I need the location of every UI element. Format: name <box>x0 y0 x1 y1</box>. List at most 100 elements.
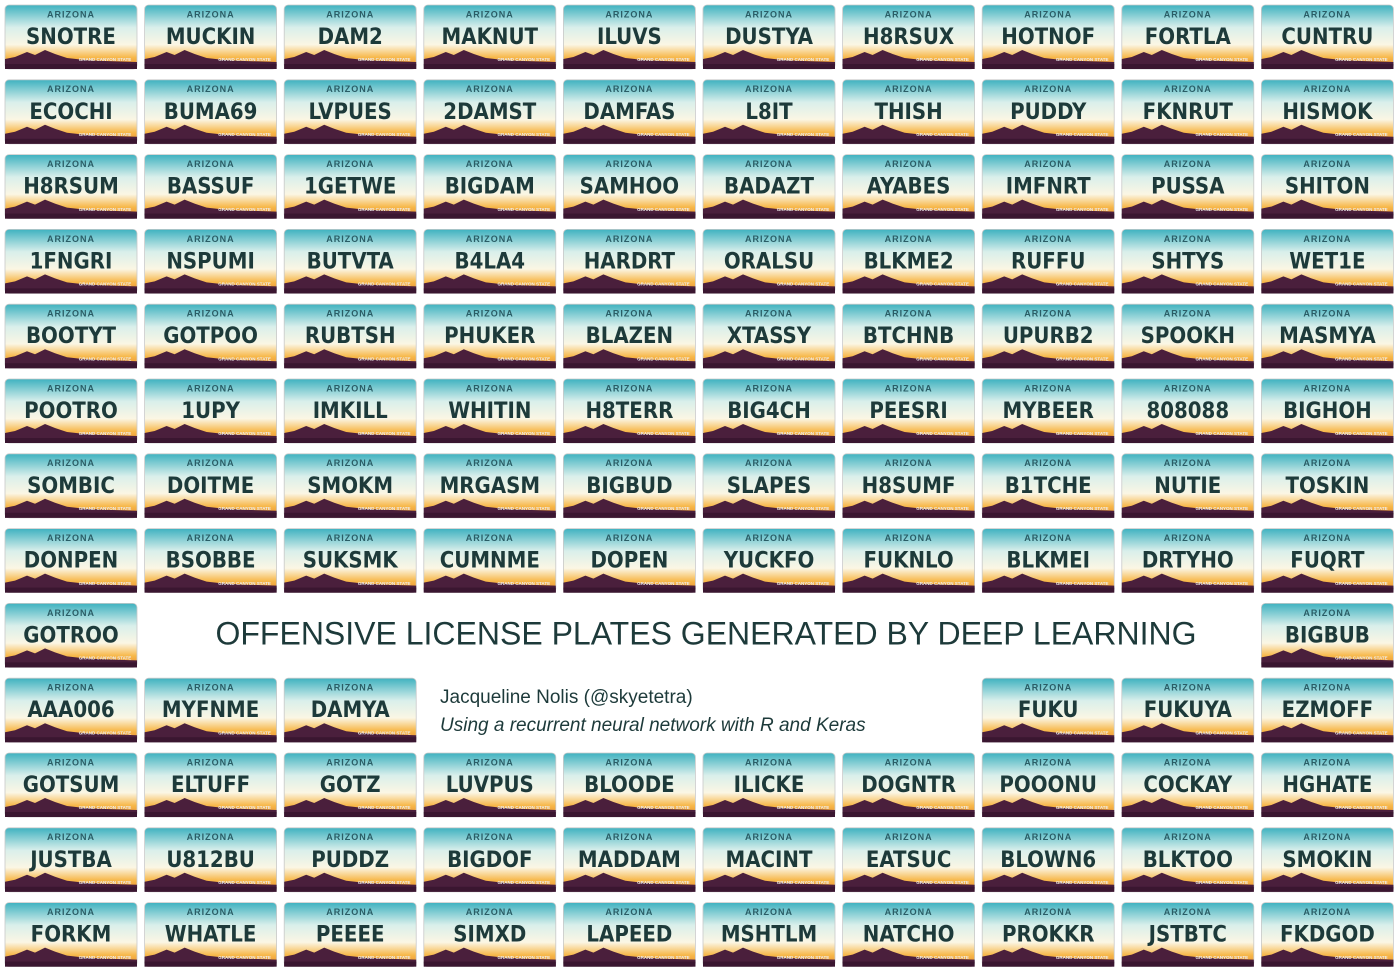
plate-motto: GRAND CANYON STATE <box>1196 581 1249 586</box>
license-plate: ARIZONA XTASSY GRAND CANYON STATE <box>702 303 836 369</box>
plate-state: ARIZONA <box>605 383 653 393</box>
license-plate: ARIZONA SLAPES GRAND CANYON STATE <box>702 453 836 519</box>
license-plate: ARIZONA GOTPOO GRAND CANYON STATE <box>144 303 278 369</box>
plate-motto: GRAND CANYON STATE <box>498 805 551 810</box>
plate-motto: GRAND CANYON STATE <box>79 656 132 661</box>
plate-motto: GRAND CANYON STATE <box>777 880 830 885</box>
plate-motto: GRAND CANYON STATE <box>1196 880 1249 885</box>
plate-motto: GRAND CANYON STATE <box>1335 431 1388 436</box>
plate-state: ARIZONA <box>1303 757 1351 767</box>
license-plate: ARIZONA CUMNME GRAND CANYON STATE <box>423 528 557 594</box>
plate-motto: GRAND CANYON STATE <box>1335 506 1388 511</box>
plate-number: SOMBIC <box>27 474 115 499</box>
plate-number: NUTIE <box>1154 474 1221 499</box>
license-plate: ARIZONA PROKKR GRAND CANYON STATE <box>981 902 1115 968</box>
subtitle: Using a recurrent neural network with R … <box>440 715 866 736</box>
license-plate: ARIZONA B1TCHE GRAND CANYON STATE <box>981 453 1115 519</box>
plate-number: H8SUMF <box>862 474 956 499</box>
plate-number: BIGBUD <box>586 474 672 499</box>
plate-number: BUMA69 <box>164 100 258 125</box>
plate-motto: GRAND CANYON STATE <box>498 132 551 137</box>
plate-motto: GRAND CANYON STATE <box>777 431 830 436</box>
license-plate: ARIZONA SHITON GRAND CANYON STATE <box>1260 154 1394 220</box>
plate-state: ARIZONA <box>326 757 374 767</box>
plate-motto: GRAND CANYON STATE <box>1335 805 1388 810</box>
plate-number: GOTROO <box>23 623 118 648</box>
plate-number: CUNTRU <box>1281 25 1373 50</box>
license-plate: ARIZONA HISMOK GRAND CANYON STATE <box>1260 79 1394 145</box>
plate-state: ARIZONA <box>885 159 933 169</box>
plate-state: ARIZONA <box>745 832 793 842</box>
plate-state: ARIZONA <box>1303 683 1351 693</box>
plate-state: ARIZONA <box>885 533 933 543</box>
license-plate: ARIZONA DAM2 GRAND CANYON STATE <box>283 4 417 70</box>
plate-motto: GRAND CANYON STATE <box>916 506 969 511</box>
plate-state: ARIZONA <box>326 683 374 693</box>
plate-motto: GRAND CANYON STATE <box>1335 132 1388 137</box>
plate-motto: GRAND CANYON STATE <box>1056 730 1109 735</box>
plate-number: MYBEER <box>1002 399 1093 424</box>
plate-number: MAKNUT <box>442 25 539 50</box>
license-plate: ARIZONA DAMFAS GRAND CANYON STATE <box>562 79 696 145</box>
plate-state: ARIZONA <box>1303 84 1351 94</box>
plate-state: ARIZONA <box>1303 9 1351 19</box>
plate-motto: GRAND CANYON STATE <box>1196 431 1249 436</box>
plate-state: ARIZONA <box>1024 683 1072 693</box>
plate-state: ARIZONA <box>1024 458 1072 468</box>
license-plate: ARIZONA BLOWN6 GRAND CANYON STATE <box>981 827 1115 893</box>
plate-motto: GRAND CANYON STATE <box>79 57 132 62</box>
plate-state: ARIZONA <box>885 309 933 319</box>
plate-number: HOTNOF <box>1001 25 1095 50</box>
plate-number: H8RSUX <box>863 25 954 50</box>
license-plate: ARIZONA H8TERR GRAND CANYON STATE <box>562 378 696 444</box>
plate-state: ARIZONA <box>1024 832 1072 842</box>
plate-state: ARIZONA <box>1024 533 1072 543</box>
license-plate: ARIZONA BLKMEI GRAND CANYON STATE <box>981 528 1115 594</box>
plate-number: B1TCHE <box>1005 474 1092 499</box>
plate-number: POOONU <box>999 773 1097 798</box>
plate-number: NSPUMI <box>166 249 254 274</box>
license-plate: ARIZONA LAPEED GRAND CANYON STATE <box>562 902 696 968</box>
plate-motto: GRAND CANYON STATE <box>358 581 411 586</box>
license-plate: ARIZONA BADAZT GRAND CANYON STATE <box>702 154 836 220</box>
plate-state: ARIZONA <box>466 159 514 169</box>
plate-motto: GRAND CANYON STATE <box>498 880 551 885</box>
plate-motto: GRAND CANYON STATE <box>358 805 411 810</box>
plate-number: GOTSUM <box>23 773 120 798</box>
plate-state: ARIZONA <box>326 234 374 244</box>
license-plate: ARIZONA EZMOFF GRAND CANYON STATE <box>1260 677 1394 743</box>
license-plate: ARIZONA BIGDOF GRAND CANYON STATE <box>423 827 557 893</box>
plate-number: SIMXD <box>453 923 526 948</box>
plate-number: ELTUFF <box>171 773 250 798</box>
plate-number: BIGBUB <box>1285 623 1370 648</box>
license-plate: ARIZONA LVPUES GRAND CANYON STATE <box>283 79 417 145</box>
plate-state: ARIZONA <box>745 234 793 244</box>
plate-motto: GRAND CANYON STATE <box>1056 57 1109 62</box>
license-plate: ARIZONA PHUKER GRAND CANYON STATE <box>423 303 557 369</box>
license-plate: ARIZONA BUMA69 GRAND CANYON STATE <box>144 79 278 145</box>
plate-motto: GRAND CANYON STATE <box>498 506 551 511</box>
plate-state: ARIZONA <box>187 309 235 319</box>
plate-motto: GRAND CANYON STATE <box>498 207 551 212</box>
plate-motto: GRAND CANYON STATE <box>777 207 830 212</box>
plate-motto: GRAND CANYON STATE <box>358 730 411 735</box>
plate-state: ARIZONA <box>745 9 793 19</box>
plate-state: ARIZONA <box>605 832 653 842</box>
plate-number: BUTVTA <box>307 249 395 274</box>
plate-state: ARIZONA <box>885 84 933 94</box>
plate-number: EZMOFF <box>1282 698 1373 723</box>
plate-motto: GRAND CANYON STATE <box>218 730 271 735</box>
plate-motto: GRAND CANYON STATE <box>1196 506 1249 511</box>
plate-number: GOTPOO <box>163 324 258 349</box>
plate-motto: GRAND CANYON STATE <box>1196 356 1249 361</box>
plate-state: ARIZONA <box>605 159 653 169</box>
plate-state: ARIZONA <box>1303 159 1351 169</box>
plate-number: BIGHOH <box>1283 399 1372 424</box>
license-plate: ARIZONA BIG4CH GRAND CANYON STATE <box>702 378 836 444</box>
plate-state: ARIZONA <box>47 84 95 94</box>
license-plate: ARIZONA AAA006 GRAND CANYON STATE <box>4 677 138 743</box>
plate-motto: GRAND CANYON STATE <box>777 955 830 960</box>
plate-number: YUCKFO <box>723 549 815 574</box>
license-plate: ARIZONA YUCKFO GRAND CANYON STATE <box>702 528 836 594</box>
plate-motto: GRAND CANYON STATE <box>1056 132 1109 137</box>
